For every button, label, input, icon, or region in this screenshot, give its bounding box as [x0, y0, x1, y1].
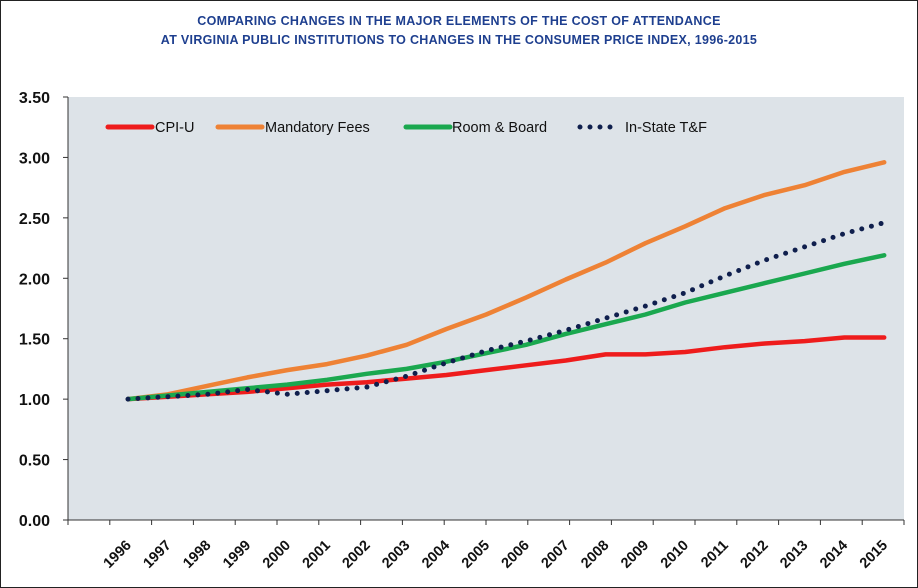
series-line-in-state-t-f	[125, 220, 887, 402]
x-tick-label: 1999	[220, 538, 254, 572]
x-tick-label: 2013	[777, 538, 811, 572]
x-tick-label: 2012	[737, 538, 771, 572]
x-tick-label: 2001	[300, 538, 334, 572]
x-tick-label: 1996	[101, 538, 135, 572]
legend-item-in-state-t-f: In-State T&F	[577, 120, 707, 136]
x-tick-label: 2000	[260, 538, 294, 572]
chart-title-line-1: COMPARING CHANGES IN THE MAJOR ELEMENTS …	[197, 14, 721, 28]
series-line-room-board	[125, 253, 887, 402]
legend-label: Mandatory Fees	[265, 120, 370, 136]
x-tick-label: 2006	[499, 538, 533, 572]
y-tick-label: 1.50	[19, 332, 50, 349]
x-tick-label: 2002	[339, 538, 373, 572]
legend-item-cpi-u: CPI-U	[105, 120, 194, 136]
legend-label: Room & Board	[452, 120, 547, 136]
x-tick-label: 2009	[618, 538, 652, 572]
x-tick-label: 2003	[379, 538, 413, 572]
legend-label: In-State T&F	[625, 120, 707, 136]
y-tick-label: 2.50	[19, 211, 50, 228]
x-tick-label: 2014	[817, 538, 851, 572]
legend-item-mandatory-fees: Mandatory Fees	[215, 120, 370, 136]
series-line-mandatory-fees	[125, 160, 887, 402]
x-tick-label: 2008	[578, 538, 612, 572]
x-tick-label: 1997	[140, 538, 174, 572]
x-tick-label: 2015	[857, 538, 891, 572]
y-tick-label: 2.00	[19, 271, 50, 288]
plot-area	[68, 97, 904, 520]
x-tick-label: 2005	[459, 538, 493, 572]
y-tick-label: 0.00	[19, 513, 50, 530]
legend-label: CPI-U	[155, 120, 194, 136]
x-tick-label: 2010	[658, 538, 692, 572]
y-tick-label: 3.00	[19, 150, 50, 167]
chart-title: COMPARING CHANGES IN THE MAJOR ELEMENTS …	[1, 12, 917, 50]
x-tick-label: 1998	[180, 538, 214, 572]
legend-item-room-board: Room & Board	[403, 120, 547, 136]
x-tick-label: 2004	[419, 538, 453, 572]
chart-title-line-2: AT VIRGINIA PUBLIC INSTITUTIONS TO CHANG…	[160, 33, 758, 47]
y-tick-label: 0.50	[19, 453, 50, 470]
y-tick-label: 3.50	[19, 90, 50, 107]
x-tick-label: 2007	[538, 538, 572, 572]
x-tick-label: 2011	[698, 538, 732, 572]
series-line-cpi-u	[125, 335, 887, 402]
y-tick-label: 1.00	[19, 392, 50, 409]
